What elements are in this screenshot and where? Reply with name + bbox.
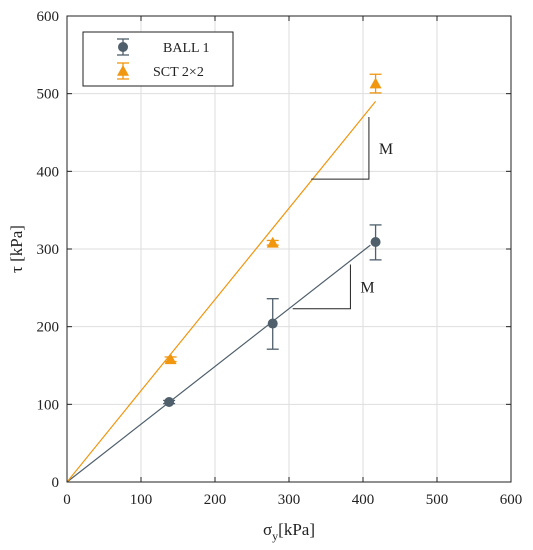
x-axis-label: σy[kPa]	[263, 520, 315, 543]
x-axis-label-subscript: y	[272, 529, 278, 543]
slope-label-1: M	[379, 141, 393, 158]
data-point-triangle	[369, 77, 382, 89]
legend-marker-triangle	[117, 65, 129, 76]
x-axis-label-symbol: σ	[263, 520, 272, 539]
ticks	[66, 15, 512, 483]
x-tick-label: 0	[63, 492, 71, 508]
data-point-triangle	[266, 236, 279, 248]
legend-label: BALL 1	[163, 41, 210, 56]
y-tick-label: 300	[37, 242, 60, 258]
data-point-circle	[370, 237, 381, 248]
y-tick-label: 0	[52, 475, 60, 491]
slope-label-2: M	[360, 280, 374, 297]
x-tick-label: 500	[426, 492, 449, 508]
y-tick-label: 500	[37, 87, 60, 103]
x-tick-label: 300	[278, 492, 301, 508]
x-tick-label: 400	[352, 492, 375, 508]
y-tick-label: 600	[37, 9, 60, 25]
grid	[67, 16, 511, 482]
slope-triangle-2	[292, 264, 351, 310]
legend-label: SCT 2×2	[153, 65, 204, 80]
slope-triangle-1	[311, 116, 370, 180]
fit-line-series-1	[66, 244, 371, 483]
legend: BALL 1 SCT 2×2	[82, 31, 234, 87]
y-axis-label: τ [kPa]	[7, 225, 26, 273]
y-tick-label: 100	[37, 397, 60, 413]
slope-markers: MM	[292, 116, 393, 310]
data-point-triangle	[164, 353, 177, 365]
tick-labels: 0 100 200 300 400 500 600 0 100 200 300 400 500 600	[37, 9, 523, 508]
data-point-circle	[267, 318, 278, 329]
legend-box	[82, 31, 234, 87]
legend-marker-circle	[118, 42, 128, 52]
data-point-circle	[164, 397, 175, 408]
x-tick-label: 600	[500, 492, 523, 508]
y-tick-label: 200	[37, 320, 60, 336]
y-tick-label: 400	[37, 164, 60, 180]
fit-line-series-2	[66, 101, 377, 483]
fit-lines	[66, 101, 377, 483]
x-tick-label: 100	[130, 492, 153, 508]
markers	[164, 77, 382, 408]
x-tick-label: 200	[204, 492, 227, 508]
x-axis-label-unit: [kPa]	[278, 520, 315, 539]
